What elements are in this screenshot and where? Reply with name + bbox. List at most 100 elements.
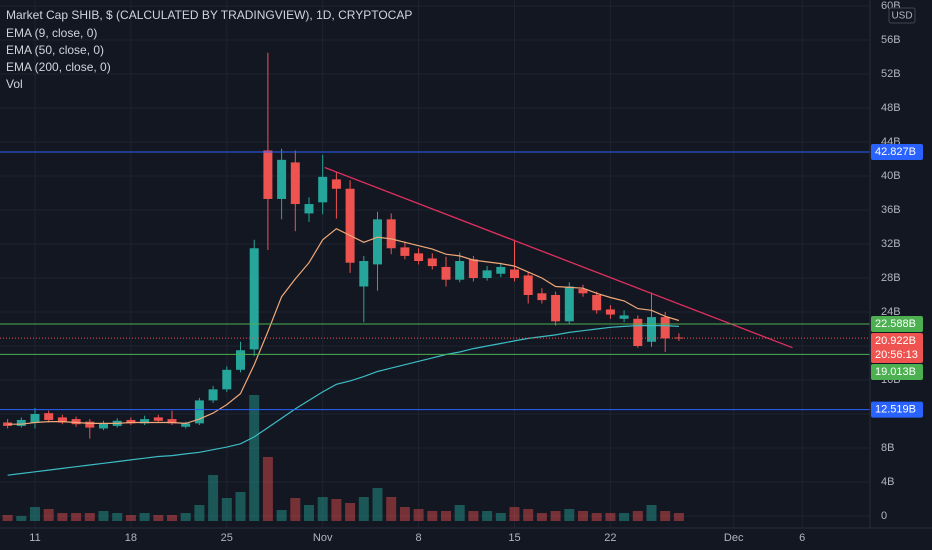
y-tick-label: 60B (881, 0, 901, 12)
volume-bar (482, 511, 493, 521)
volume-bar (468, 511, 479, 521)
x-tick-label: 11 (29, 532, 40, 544)
volume-bar (660, 511, 671, 521)
price-label-box (871, 333, 923, 364)
x-tick-label: 15 (508, 532, 520, 544)
volume-bar (331, 499, 342, 521)
volume-bar (317, 497, 328, 521)
candle-body (71, 419, 81, 425)
legend-entry: EMA (50, close, 0) (6, 43, 104, 57)
currency-badge[interactable] (888, 7, 916, 24)
volume-bar (71, 513, 82, 521)
volume-bar (632, 511, 643, 521)
volume-bar (673, 513, 684, 521)
y-tick-label: 48B (881, 102, 901, 114)
price-label-box (871, 316, 923, 333)
grid (0, 0, 870, 528)
candle-body (578, 289, 588, 294)
volume-bar (16, 516, 27, 521)
volume-bar (454, 505, 465, 521)
volume-bar (84, 513, 95, 521)
volume-bar (345, 503, 356, 521)
volume-bar (646, 505, 657, 521)
volume-bar (30, 507, 40, 521)
volume-bar (399, 507, 410, 521)
candle-body (290, 162, 300, 205)
volume-bar (591, 513, 602, 521)
candle-body (455, 261, 465, 280)
volume-bar (495, 513, 506, 521)
volume-bar (208, 475, 219, 521)
volume-bar (290, 498, 301, 521)
y-tick-label: 36B (881, 204, 901, 216)
volume-bar (358, 497, 369, 521)
volume-bar (578, 511, 588, 521)
volume-bar (2, 515, 13, 521)
candle-body (126, 419, 136, 424)
volume-bar (276, 510, 287, 521)
volume-bar (98, 511, 109, 521)
volume-bar (235, 492, 246, 521)
candle-body (605, 309, 615, 315)
x-tick-label: 8 (416, 532, 422, 544)
legend: EMA (9, close, 0) EMA (50, close, 0) EMA (… (6, 26, 111, 91)
candle-body (318, 176, 328, 203)
volume-bar (605, 513, 616, 521)
candle-body (414, 253, 424, 261)
price-label-box (871, 143, 923, 160)
currency: USD (891, 11, 912, 22)
countdown: 20:56:13 (875, 349, 918, 361)
candle-body (400, 247, 410, 256)
y-tick-label: 24B (881, 306, 901, 318)
volume-bar (523, 509, 534, 521)
candle-body (619, 315, 629, 319)
y-tick-label: 4B (881, 476, 894, 488)
x-tick-label: Dec (724, 532, 744, 544)
candle-body (537, 293, 547, 301)
volume-bar (304, 505, 314, 521)
legend-entry: EMA (9, close, 0) (6, 26, 97, 40)
legend-entry: Vol (6, 77, 23, 91)
candle-body (359, 261, 369, 287)
price-label: 42.827B (875, 146, 916, 158)
price-label-box (871, 401, 923, 418)
volume-bar (112, 513, 123, 521)
candle-body (592, 295, 602, 311)
volume-bar (619, 513, 630, 521)
volume-bar (43, 509, 54, 521)
price-label-box (871, 364, 923, 381)
volume-bar (249, 395, 260, 521)
candle-body (277, 159, 287, 199)
candle-body (496, 266, 506, 274)
price-label: 12.519B (875, 403, 916, 415)
volume-bar (509, 507, 520, 521)
y-tick-label: 56B (881, 34, 901, 46)
x-tick-label: 6 (799, 532, 805, 544)
volume-bar (427, 511, 438, 521)
candle-body (331, 179, 341, 189)
volume-bar (125, 515, 136, 521)
candle-body (208, 389, 218, 401)
volume-bar (536, 513, 547, 521)
candle-body (249, 248, 259, 350)
candle-body (427, 258, 437, 267)
candle-body (523, 275, 533, 295)
candle-body (660, 317, 670, 339)
candle-body (386, 219, 396, 249)
volume-bar (153, 515, 164, 521)
volume-bar (180, 513, 191, 521)
volume-bar (194, 505, 205, 521)
legend-entry: EMA (200, close, 0) (6, 60, 111, 74)
candle-body (633, 318, 643, 346)
candle-body (551, 295, 561, 322)
volume-bar (386, 497, 397, 521)
candle-body (16, 419, 26, 426)
candle-body (167, 419, 177, 424)
price-labels: 42.827B 22.588B 20.922B 20:56:13 19.013B 12.5… (871, 143, 923, 418)
volume (2, 395, 684, 521)
candle-body (510, 269, 519, 278)
price-label: 20.922B (875, 335, 916, 347)
candle-body (345, 188, 355, 263)
